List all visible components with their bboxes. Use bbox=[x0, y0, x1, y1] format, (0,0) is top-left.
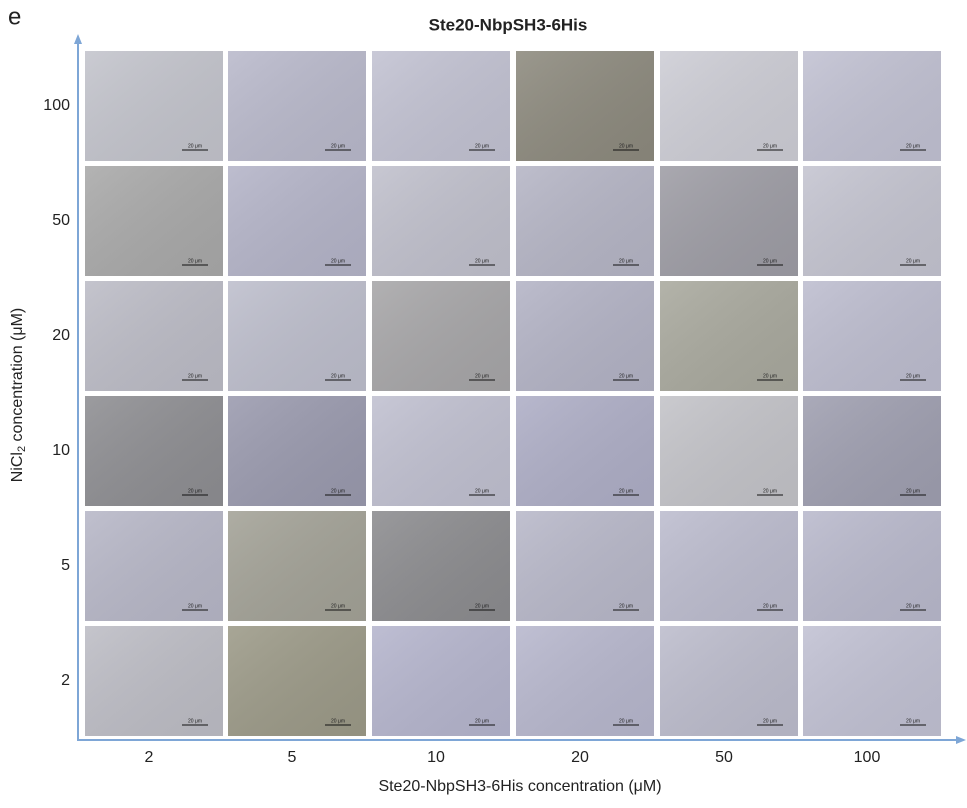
micrograph-sheen bbox=[372, 396, 510, 506]
x-tick-label: 10 bbox=[427, 749, 445, 766]
micrograph-sheen bbox=[660, 626, 798, 736]
y-tick-label: 5 bbox=[61, 557, 70, 574]
scale-bar-label: 20 μm bbox=[906, 718, 920, 724]
scale-bar-label: 20 μm bbox=[906, 258, 920, 264]
micrograph-sheen bbox=[228, 166, 366, 276]
x-axis-label: Ste20-NbpSH3-6His concentration (μM) bbox=[378, 778, 661, 795]
micrograph-sheen bbox=[516, 511, 654, 621]
scale-bar-label: 20 μm bbox=[331, 603, 345, 609]
scale-bar-label: 20 μm bbox=[188, 373, 202, 379]
micrograph-sheen bbox=[660, 166, 798, 276]
micrograph-sheen bbox=[85, 396, 223, 506]
scale-bar-label: 20 μm bbox=[188, 143, 202, 149]
y-tick-label: 100 bbox=[43, 97, 70, 114]
micrograph-sheen bbox=[803, 166, 941, 276]
micrograph-sheen bbox=[85, 626, 223, 736]
micrograph-sheen bbox=[228, 51, 366, 161]
scale-bar-label: 20 μm bbox=[475, 258, 489, 264]
scale-bar-label: 20 μm bbox=[619, 718, 633, 724]
micrograph-sheen bbox=[516, 396, 654, 506]
title: Ste20-NbpSH3-6His bbox=[429, 15, 588, 34]
scale-bar-label: 20 μm bbox=[906, 603, 920, 609]
micrograph-sheen bbox=[803, 626, 941, 736]
micrograph-sheen bbox=[372, 511, 510, 621]
micrograph-sheen bbox=[660, 281, 798, 391]
scale-bar-label: 20 μm bbox=[763, 258, 777, 264]
scale-bar-label: 20 μm bbox=[475, 488, 489, 494]
micrograph-sheen bbox=[803, 51, 941, 161]
scale-bar-label: 20 μm bbox=[331, 718, 345, 724]
scale-bar-label: 20 μm bbox=[331, 258, 345, 264]
x-axis-arrow bbox=[956, 736, 966, 744]
scale-bar-label: 20 μm bbox=[619, 488, 633, 494]
scale-bar-label: 20 μm bbox=[619, 258, 633, 264]
figure: e Ste20-NbpSH3-6His NiCl2 concentration … bbox=[0, 0, 967, 803]
scale-bar-label: 20 μm bbox=[475, 143, 489, 149]
scale-bar-label: 20 μm bbox=[763, 603, 777, 609]
x-tick-label: 2 bbox=[145, 749, 154, 766]
micrograph-sheen bbox=[85, 51, 223, 161]
y-axis-label-text: NiCl bbox=[9, 452, 26, 482]
y-axis-label-text: concentration (μM) bbox=[9, 308, 26, 446]
x-tick-label: 100 bbox=[854, 749, 881, 766]
y-tick-label: 10 bbox=[52, 442, 70, 459]
scale-bar-label: 20 μm bbox=[619, 373, 633, 379]
micrograph-sheen bbox=[85, 281, 223, 391]
micrograph-sheen bbox=[228, 511, 366, 621]
y-axis-label: NiCl2 concentration (μM) bbox=[9, 308, 28, 483]
scale-bar-label: 20 μm bbox=[331, 488, 345, 494]
scale-bar-label: 20 μm bbox=[475, 718, 489, 724]
scale-bar-label: 20 μm bbox=[763, 718, 777, 724]
micrograph-sheen bbox=[372, 626, 510, 736]
scale-bar-label: 20 μm bbox=[906, 143, 920, 149]
scale-bar-label: 20 μm bbox=[331, 373, 345, 379]
scale-bar-label: 20 μm bbox=[331, 143, 345, 149]
micrograph-sheen bbox=[660, 511, 798, 621]
micrograph-sheen bbox=[372, 51, 510, 161]
scale-bar-label: 20 μm bbox=[619, 603, 633, 609]
micrograph-sheen bbox=[803, 396, 941, 506]
scale-bar-label: 20 μm bbox=[475, 603, 489, 609]
scale-bar-label: 20 μm bbox=[906, 373, 920, 379]
micrograph-sheen bbox=[372, 281, 510, 391]
scale-bar-label: 20 μm bbox=[188, 258, 202, 264]
scale-bar-label: 20 μm bbox=[188, 488, 202, 494]
scale-bar-label: 20 μm bbox=[188, 603, 202, 609]
image-grid: 20 μm 20 μm 20 μm 20 μm 20 μm 20 μm 20 μm 20 μm… bbox=[85, 51, 941, 736]
panel-label: e bbox=[8, 3, 21, 30]
micrograph-sheen bbox=[803, 281, 941, 391]
scale-bar-label: 20 μm bbox=[475, 373, 489, 379]
micrograph-sheen bbox=[516, 281, 654, 391]
scale-bar-label: 20 μm bbox=[619, 143, 633, 149]
y-tick-label: 2 bbox=[61, 672, 70, 689]
x-tick-label: 50 bbox=[715, 749, 733, 766]
micrograph-sheen bbox=[660, 396, 798, 506]
y-tick-label: 50 bbox=[52, 212, 70, 229]
micrograph-sheen bbox=[228, 281, 366, 391]
micrograph-sheen bbox=[85, 511, 223, 621]
micrograph-sheen bbox=[85, 166, 223, 276]
scale-bar-label: 20 μm bbox=[763, 488, 777, 494]
y-tick-label: 20 bbox=[52, 327, 70, 344]
micrograph-sheen bbox=[803, 511, 941, 621]
micrograph-sheen bbox=[516, 166, 654, 276]
x-tick-label: 20 bbox=[571, 749, 589, 766]
scale-bar-label: 20 μm bbox=[188, 718, 202, 724]
scale-bar-label: 20 μm bbox=[906, 488, 920, 494]
y-axis-arrow bbox=[74, 34, 82, 44]
scale-bar-label: 20 μm bbox=[763, 143, 777, 149]
micrograph-sheen bbox=[660, 51, 798, 161]
micrograph-sheen bbox=[228, 626, 366, 736]
micrograph-sheen bbox=[372, 166, 510, 276]
micrograph-sheen bbox=[516, 51, 654, 161]
micrograph-sheen bbox=[516, 626, 654, 736]
x-tick-label: 5 bbox=[288, 749, 297, 766]
micrograph-sheen bbox=[228, 396, 366, 506]
scale-bar-label: 20 μm bbox=[763, 373, 777, 379]
